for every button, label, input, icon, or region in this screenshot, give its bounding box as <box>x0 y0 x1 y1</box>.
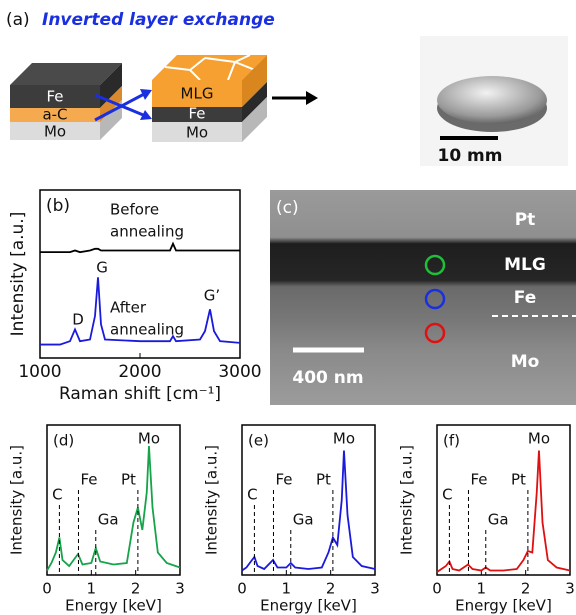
annotation: annealing <box>110 223 184 241</box>
x-tick-label: 1000 <box>18 362 61 382</box>
x-tick-label: 0 <box>42 580 52 598</box>
x-tick-label: 1 <box>477 580 487 598</box>
marker-label: C <box>247 486 257 504</box>
panel-label: (e) <box>248 432 269 450</box>
marker-label: Pt <box>316 471 331 489</box>
figure: (a) Inverted layer exchange Fe a-C Mo ML… <box>0 0 576 615</box>
annotation: D <box>72 311 84 329</box>
peak-label: Mo <box>333 430 355 448</box>
layer-label: Mo <box>186 124 208 142</box>
panel-label: (a) <box>6 10 30 30</box>
layer-label: Fe <box>46 88 63 106</box>
marker-label: Ga <box>293 511 314 529</box>
arrow <box>272 91 318 105</box>
x-tick-label: 2 <box>131 580 141 598</box>
scale-label: 10 mm <box>437 146 502 166</box>
x-tick-label: 2 <box>521 580 531 598</box>
peak-label: Mo <box>138 430 160 448</box>
panel-title: Inverted layer exchange <box>42 10 275 30</box>
x-axis-label: Energy [keV] <box>260 597 357 615</box>
marker-label: Ga <box>98 511 119 529</box>
x-tick-label: 3 <box>370 580 380 598</box>
marker-label: Fe <box>80 471 97 489</box>
x-axis-label: Energy [keV] <box>455 597 552 615</box>
layer-label: Pt <box>515 210 536 230</box>
layer-label: a-C <box>42 106 67 124</box>
annotation: After <box>110 299 147 317</box>
annotation: G’ <box>204 287 220 305</box>
annotation: annealing <box>110 321 184 339</box>
marker-label: Pt <box>511 471 526 489</box>
x-tick-label: 3 <box>175 580 185 598</box>
y-axis-label: Intensity [a.u.] <box>398 445 416 555</box>
marker-label: C <box>52 486 62 504</box>
marker-label: Fe <box>275 471 292 489</box>
panel-label: (f) <box>443 432 460 450</box>
x-tick-label: 2 <box>326 580 336 598</box>
panel-label: (d) <box>53 432 74 450</box>
x-tick-label: 3000 <box>218 362 261 382</box>
y-axis-label: Intensity [a.u.] <box>8 445 26 555</box>
annotation: G <box>96 259 108 277</box>
marker-label: Fe <box>470 471 487 489</box>
layer-label: MLG <box>504 255 546 275</box>
y-axis-label: Intensity [a.u.] <box>203 445 221 555</box>
panel-label: (b) <box>46 196 70 216</box>
x-tick-label: 2000 <box>118 362 161 382</box>
panel-label: (c) <box>276 198 299 218</box>
x-tick-label: 1 <box>282 580 292 598</box>
x-tick-label: 0 <box>432 580 442 598</box>
x-tick-label: 0 <box>237 580 247 598</box>
layer-label: Mo <box>511 352 540 372</box>
x-axis-label: Energy [keV] <box>65 597 162 615</box>
marker-label: Ga <box>488 511 509 529</box>
x-tick-label: 1 <box>87 580 97 598</box>
data-line <box>47 446 180 571</box>
data-line <box>40 244 240 252</box>
annotation: Before <box>110 201 159 219</box>
layer-label: Mo <box>44 123 66 141</box>
peak-label: Mo <box>528 430 550 448</box>
layer-label: Fe <box>188 105 205 123</box>
marker-label: Pt <box>121 471 136 489</box>
marker-label: C <box>442 486 452 504</box>
scale-label: 400 nm <box>292 368 363 388</box>
x-tick-label: 3 <box>565 580 575 598</box>
y-axis-label: Intensity [a.u.] <box>8 212 28 337</box>
x-axis-label: Raman shift [cm⁻¹] <box>59 384 221 404</box>
layer-label: MLG <box>181 85 214 103</box>
layer-label: Fe <box>514 288 536 308</box>
